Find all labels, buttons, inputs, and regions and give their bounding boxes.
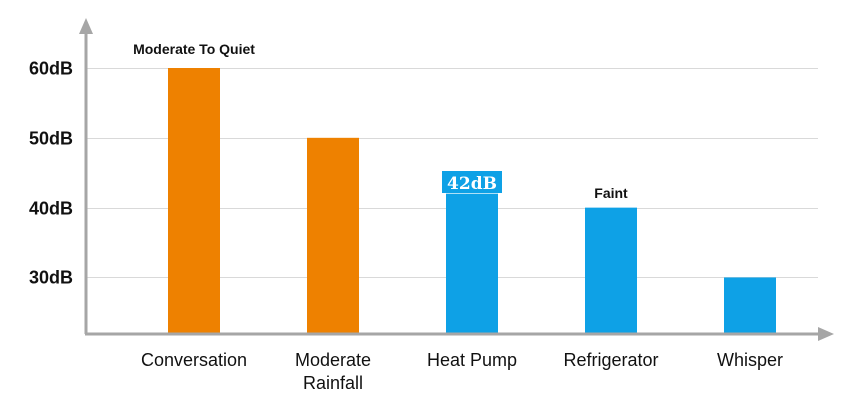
y-tick-label: 30dB	[29, 268, 73, 288]
y-tick-label: 60dB	[29, 59, 73, 79]
x-category-label: Conversation	[141, 350, 247, 370]
labels: 30dB 40dB 50dB 60dB Conversation Moderate Rain…	[29, 59, 783, 394]
y-tick-label: 40dB	[29, 199, 73, 219]
axes	[79, 18, 834, 341]
bar-moderate-rainfall	[307, 137, 359, 334]
annotation-moderate-to-quiet: Moderate To Quiet	[133, 41, 255, 57]
bar-refrigerator	[585, 207, 637, 334]
bars	[168, 68, 776, 334]
badge-background	[442, 171, 502, 193]
annotation-faint: Faint	[594, 185, 628, 201]
x-category-label: Whisper	[717, 350, 783, 370]
x-category-label: Moderate	[295, 350, 371, 370]
heat-pump-value-badge: 42dB	[442, 171, 502, 194]
x-category-label: Rainfall	[303, 373, 363, 393]
x-category-label: Heat Pump	[427, 350, 517, 370]
bar-whisper	[724, 277, 776, 334]
y-axis-arrow	[79, 18, 93, 34]
bar-conversation	[168, 68, 220, 334]
y-tick-label: 50dB	[29, 129, 73, 149]
bar-heat-pump	[446, 193, 498, 334]
x-axis-arrow	[818, 327, 834, 341]
x-category-label: Refrigerator	[563, 350, 658, 370]
badge-label: 42dB	[447, 174, 497, 194]
